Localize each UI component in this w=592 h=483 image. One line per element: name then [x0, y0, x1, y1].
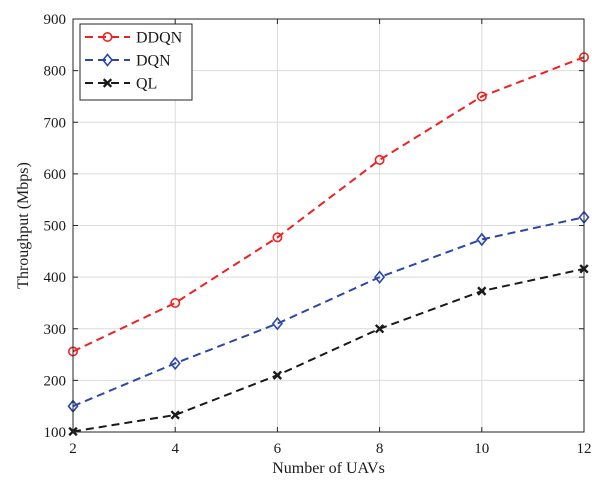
legend-dqn-label: DQN [136, 53, 171, 70]
series-ql-point [477, 286, 487, 296]
series-layer [67, 52, 590, 437]
y-tick-label: 100 [44, 425, 67, 441]
series-ddqn-point [374, 154, 385, 165]
series-ddqn-line [72, 56, 585, 353]
legend: DDQN DQN QL [79, 23, 193, 101]
series-ddqn-point [476, 91, 487, 102]
series-ql-point [272, 370, 283, 380]
series-ql-point [170, 410, 180, 420]
series-dqn [67, 210, 590, 413]
x-tick-label: 4 [171, 441, 179, 457]
legend-ddqn-marker [102, 31, 113, 42]
y-tick-label: 400 [44, 270, 67, 286]
y-tick-label: 800 [44, 64, 67, 80]
y-tick-label: 900 [44, 12, 67, 28]
legend-ql-marker [102, 78, 113, 88]
series-dqn-point [476, 232, 488, 247]
series-dqn-point [271, 316, 283, 331]
x-tick-label: 8 [376, 441, 384, 457]
x-axis-title: Number of UAVs [272, 460, 385, 477]
y-tick-label: 300 [44, 322, 67, 338]
legend-ql-label: QL [136, 76, 157, 93]
y-axis-title: Throughput (Mbps) [15, 162, 32, 289]
series-dqn-line [72, 216, 585, 408]
y-tick-label: 600 [44, 167, 67, 183]
legend-dqn-marker [101, 53, 114, 67]
y-tick-label: 200 [44, 373, 67, 389]
series-dqn-point [374, 270, 386, 284]
y-tick-label: 500 [44, 219, 67, 235]
series-ddqn-point [170, 297, 181, 308]
y-tick-label: 700 [44, 115, 67, 131]
series-ql-point [374, 324, 385, 334]
series-ddqn-point [272, 232, 283, 243]
x-tick-label: 2 [69, 441, 77, 457]
grid [73, 19, 584, 432]
axis-ticks: 2 4 6 8 10 12 100 200 300 400 500 600 700 800 900 [44, 12, 592, 457]
x-tick-label: 6 [274, 441, 282, 457]
x-tick-label: 12 [577, 441, 592, 457]
legend-ddqn-label: DDQN [136, 30, 183, 47]
series-dqn-point [169, 356, 181, 371]
series-ddqn [68, 52, 589, 357]
x-tick-label: 10 [474, 441, 489, 457]
